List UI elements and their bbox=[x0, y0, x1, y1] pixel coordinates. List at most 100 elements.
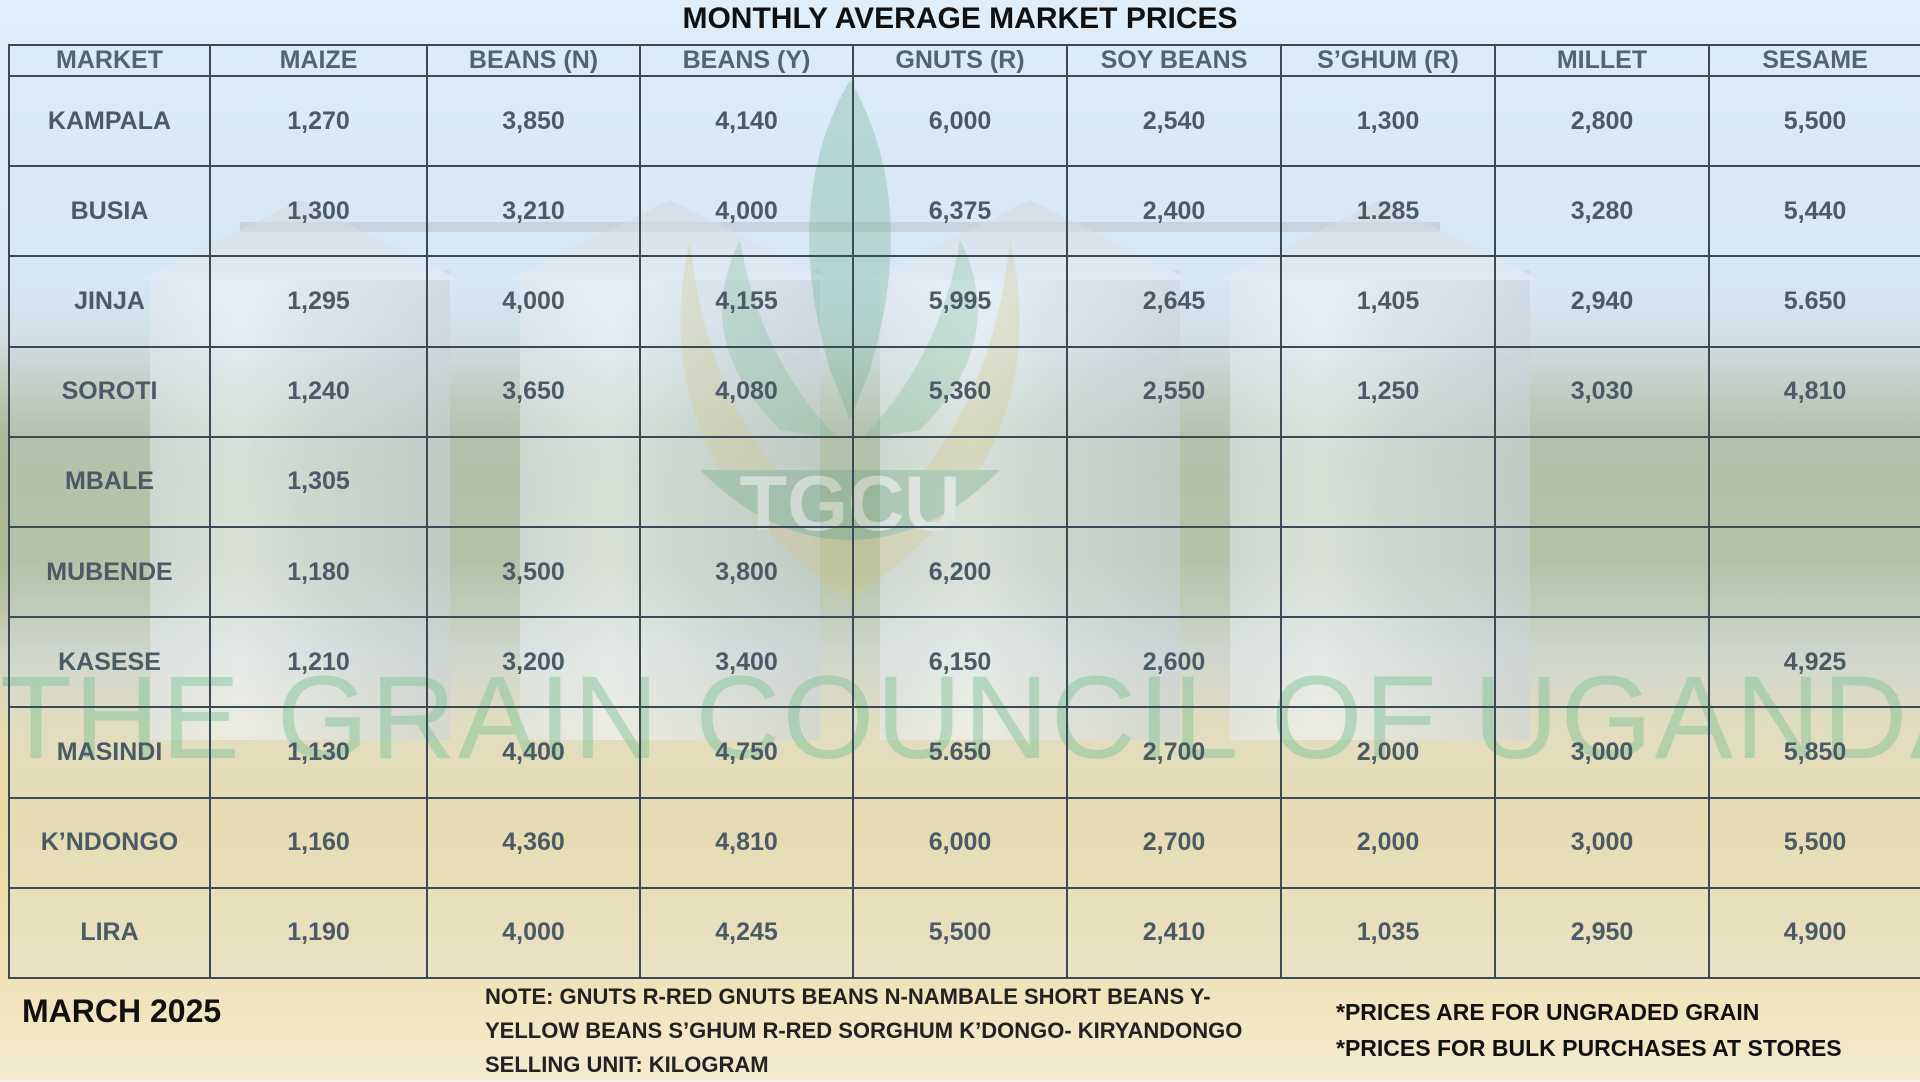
price-cell: 4,000 bbox=[426, 886, 641, 980]
price-cell: 6,375 bbox=[852, 165, 1068, 258]
price-cell bbox=[1280, 525, 1496, 619]
price-cell: 6,200 bbox=[852, 525, 1068, 619]
price-cell: 1,160 bbox=[209, 796, 428, 889]
price-cell: 2,645 bbox=[1066, 255, 1282, 348]
price-cell: 1,270 bbox=[209, 74, 428, 168]
price-cell: 4,000 bbox=[639, 165, 854, 258]
price-cell: 1,300 bbox=[1280, 74, 1496, 168]
price-cell: 2,550 bbox=[1066, 345, 1282, 438]
price-cell bbox=[1494, 525, 1710, 619]
header-beans-n: BEANS (N) bbox=[426, 44, 641, 77]
price-cell bbox=[1280, 616, 1496, 709]
price-cell: 1,210 bbox=[209, 616, 428, 709]
table-row: LIRA 1,190 4,000 4,245 5,500 2,410 1,035… bbox=[8, 886, 1920, 980]
price-cell: 5,500 bbox=[1708, 796, 1920, 889]
table-header-row: MARKET MAIZE BEANS (N) BEANS (Y) GNUTS (… bbox=[8, 44, 1920, 77]
market-cell: KAMPALA bbox=[8, 74, 211, 168]
market-cell: MUBENDE bbox=[8, 525, 211, 619]
price-cell bbox=[426, 435, 641, 528]
price-cell: 2,540 bbox=[1066, 74, 1282, 168]
market-cell: MASINDI bbox=[8, 706, 211, 799]
price-cell: 6,000 bbox=[852, 74, 1068, 168]
price-cell: 4,900 bbox=[1708, 886, 1920, 980]
price-cell: 1,130 bbox=[209, 706, 428, 799]
price-cell: 5,995 bbox=[852, 255, 1068, 348]
price-cell: 2,000 bbox=[1280, 706, 1496, 799]
table-row: MBALE 1,305 bbox=[8, 435, 1920, 528]
condition-line: *PRICES ARE FOR UNGRADED GRAIN bbox=[1336, 999, 1760, 1025]
price-cell: 1,405 bbox=[1280, 255, 1496, 348]
price-cell: 5,440 bbox=[1708, 165, 1920, 258]
market-cell: MBALE bbox=[8, 435, 211, 528]
price-cell: 4,155 bbox=[639, 255, 854, 348]
market-cell: KASESE bbox=[8, 616, 211, 709]
price-cell: 5,500 bbox=[852, 886, 1068, 980]
price-cell: 2,000 bbox=[1280, 796, 1496, 889]
price-cell: 5,500 bbox=[1708, 74, 1920, 168]
footnote-line: YELLOW BEANS S’GHUM R-RED SORGHUM K’DONG… bbox=[485, 1018, 1243, 1043]
price-cell: 4,245 bbox=[639, 886, 854, 980]
price-cell: 4,810 bbox=[639, 796, 854, 889]
price-cell: 4,400 bbox=[426, 706, 641, 799]
price-cell: 3,800 bbox=[639, 525, 854, 619]
header-beans-y: BEANS (Y) bbox=[639, 44, 854, 77]
price-cell: 4,000 bbox=[426, 255, 641, 348]
price-cell: 1,035 bbox=[1280, 886, 1496, 980]
table-row: SOROTI 1,240 3,650 4,080 5,360 2,550 1,2… bbox=[8, 345, 1920, 438]
price-cell: 5,850 bbox=[1708, 706, 1920, 799]
price-cell: 2,600 bbox=[1066, 616, 1282, 709]
table-row: KAMPALA 1,270 3,850 4,140 6,000 2,540 1,… bbox=[8, 74, 1920, 168]
price-cell: 3,650 bbox=[426, 345, 641, 438]
price-cell: 1,240 bbox=[209, 345, 428, 438]
price-cell: 3,500 bbox=[426, 525, 641, 619]
price-cell: 1,190 bbox=[209, 886, 428, 980]
market-cell: LIRA bbox=[8, 886, 211, 980]
price-cell: 1.285 bbox=[1280, 165, 1496, 258]
header-maize: MAIZE bbox=[209, 44, 428, 77]
price-cell: 2,800 bbox=[1494, 74, 1710, 168]
price-cell: 1,250 bbox=[1280, 345, 1496, 438]
price-cell: 1,295 bbox=[209, 255, 428, 348]
price-cell: 2,410 bbox=[1066, 886, 1282, 980]
price-cell bbox=[1066, 435, 1282, 528]
footnote: NOTE: GNUTS R-RED GNUTS BEANS N-NAMBALE … bbox=[485, 980, 1305, 1082]
condition-line: *PRICES FOR BULK PURCHASES AT STORES bbox=[1336, 1035, 1842, 1061]
price-cell bbox=[852, 435, 1068, 528]
price-cell: 4,080 bbox=[639, 345, 854, 438]
table-row: MASINDI 1,130 4,400 4,750 5.650 2,700 2,… bbox=[8, 706, 1920, 799]
price-cell: 4,925 bbox=[1708, 616, 1920, 709]
price-cell bbox=[1708, 435, 1920, 528]
report-date: MARCH 2025 bbox=[22, 993, 222, 1029]
table-row: JINJA 1,295 4,000 4,155 5,995 2,645 1,40… bbox=[8, 255, 1920, 348]
price-cell: 3,000 bbox=[1494, 796, 1710, 889]
header-sorghum-r: S’GHUM (R) bbox=[1280, 44, 1496, 77]
price-cell: 4,810 bbox=[1708, 345, 1920, 438]
price-cell: 3,030 bbox=[1494, 345, 1710, 438]
price-cell: 3,280 bbox=[1494, 165, 1710, 258]
price-cell bbox=[1280, 435, 1496, 528]
price-cell: 2,940 bbox=[1494, 255, 1710, 348]
price-cell: 1,180 bbox=[209, 525, 428, 619]
price-cell: 3,850 bbox=[426, 74, 641, 168]
price-cell bbox=[1494, 616, 1710, 709]
table-row: BUSIA 1,300 3,210 4,000 6,375 2,400 1.28… bbox=[8, 165, 1920, 258]
price-cell: 2,700 bbox=[1066, 706, 1282, 799]
price-cell: 3,000 bbox=[1494, 706, 1710, 799]
table-row: K’NDONGO 1,160 4,360 4,810 6,000 2,700 2… bbox=[8, 796, 1920, 889]
price-cell bbox=[1494, 435, 1710, 528]
price-conditions: *PRICES ARE FOR UNGRADED GRAIN *PRICES F… bbox=[1336, 994, 1916, 1066]
market-cell: K’NDONGO bbox=[8, 796, 211, 889]
price-cell: 4,360 bbox=[426, 796, 641, 889]
price-cell: 4,140 bbox=[639, 74, 854, 168]
price-cell: 5,360 bbox=[852, 345, 1068, 438]
price-cell: 3,210 bbox=[426, 165, 641, 258]
prices-table: MARKET MAIZE BEANS (N) BEANS (Y) GNUTS (… bbox=[8, 44, 1920, 980]
market-cell: SOROTI bbox=[8, 345, 211, 438]
header-soy-beans: SOY BEANS bbox=[1066, 44, 1282, 77]
footnote-line: NOTE: GNUTS R-RED GNUTS BEANS N-NAMBALE … bbox=[485, 984, 1211, 1009]
table-row: MUBENDE 1,180 3,500 3,800 6,200 bbox=[8, 525, 1920, 619]
header-sesame: SESAME bbox=[1708, 44, 1920, 77]
header-market: MARKET bbox=[8, 44, 211, 77]
price-cell: 5.650 bbox=[1708, 255, 1920, 348]
price-cell bbox=[1066, 525, 1282, 619]
